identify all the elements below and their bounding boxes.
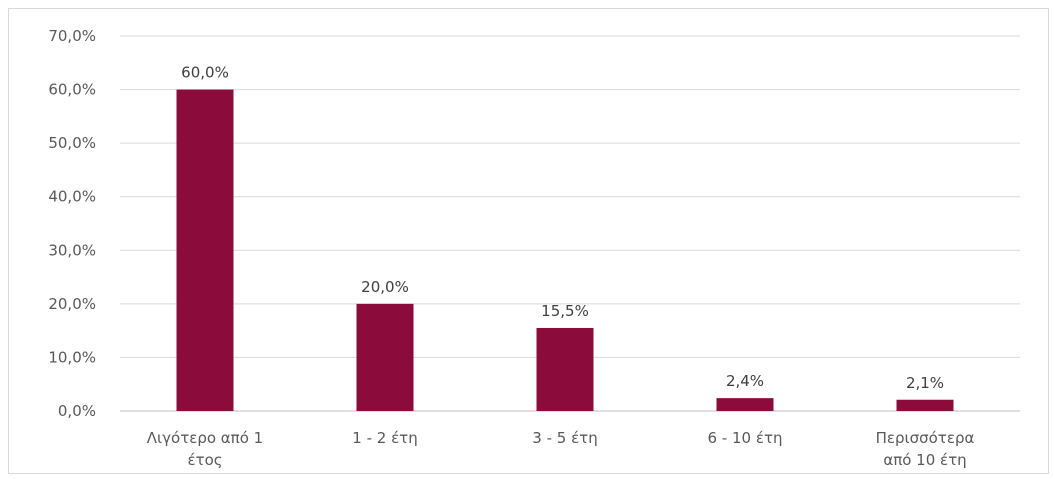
y-tick-label: 60,0% bbox=[48, 81, 96, 99]
data-label: 60,0% bbox=[181, 64, 229, 82]
y-tick-label: 0,0% bbox=[58, 402, 96, 420]
bar bbox=[356, 303, 414, 411]
bar bbox=[176, 89, 234, 412]
y-tick-label: 10,0% bbox=[48, 348, 96, 366]
x-tick-label: 1 - 2 έτη bbox=[352, 429, 417, 447]
x-tick-label: από 10 έτη bbox=[883, 451, 966, 469]
data-label: 20,0% bbox=[361, 278, 409, 296]
bar bbox=[536, 327, 594, 411]
y-tick-label: 40,0% bbox=[48, 188, 96, 206]
x-tick-label: έτος bbox=[187, 451, 222, 469]
y-tick-label: 70,0% bbox=[48, 27, 96, 45]
bar bbox=[896, 399, 954, 411]
data-label: 15,5% bbox=[541, 302, 589, 320]
x-tick-label: Περισσότερα bbox=[876, 429, 975, 447]
y-tick-label: 50,0% bbox=[48, 134, 96, 152]
x-tick-label: Λιγότερο από 1 bbox=[147, 429, 263, 447]
data-label: 2,4% bbox=[726, 372, 764, 390]
x-tick-label: 6 - 10 έτη bbox=[708, 429, 783, 447]
y-tick-label: 20,0% bbox=[48, 295, 96, 313]
data-label: 2,1% bbox=[906, 374, 944, 392]
bar bbox=[716, 398, 774, 411]
y-tick-label: 30,0% bbox=[48, 241, 96, 259]
x-tick-label: 3 - 5 έτη bbox=[532, 429, 597, 447]
